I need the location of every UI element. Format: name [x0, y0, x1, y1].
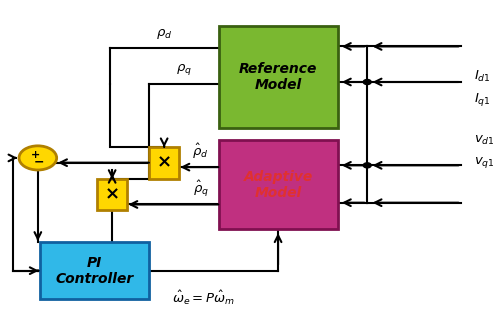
Circle shape: [19, 146, 57, 170]
Text: $I_{d1}$: $I_{d1}$: [474, 69, 490, 85]
Text: +: +: [31, 150, 40, 160]
Bar: [40, 242, 150, 299]
Text: Adaptive
Model: Adaptive Model: [244, 170, 312, 200]
Bar: [150, 147, 179, 179]
Text: $\rho_q$: $\rho_q$: [176, 62, 192, 77]
Text: $\hat{\rho}_d$: $\hat{\rho}_d$: [192, 142, 208, 161]
Text: ×: ×: [156, 154, 172, 172]
Text: $\hat{\omega}_e = P\hat{\omega}_m$: $\hat{\omega}_e = P\hat{\omega}_m$: [172, 289, 236, 307]
Text: $\hat{\rho}_q$: $\hat{\rho}_q$: [192, 179, 208, 199]
Bar: [98, 179, 127, 210]
Bar: [218, 140, 338, 229]
Text: Reference
Model: Reference Model: [239, 62, 318, 92]
Circle shape: [364, 163, 371, 168]
Text: $I_{q1}$: $I_{q1}$: [474, 91, 490, 108]
Text: $\rho_d$: $\rho_d$: [156, 27, 172, 41]
Text: $v_{q1}$: $v_{q1}$: [474, 155, 494, 170]
Text: −: −: [34, 155, 44, 168]
Text: ×: ×: [104, 185, 120, 204]
Circle shape: [364, 79, 371, 85]
Text: PI
Controller: PI Controller: [56, 256, 134, 286]
Text: $v_{d1}$: $v_{d1}$: [474, 134, 494, 147]
Bar: [218, 26, 338, 128]
